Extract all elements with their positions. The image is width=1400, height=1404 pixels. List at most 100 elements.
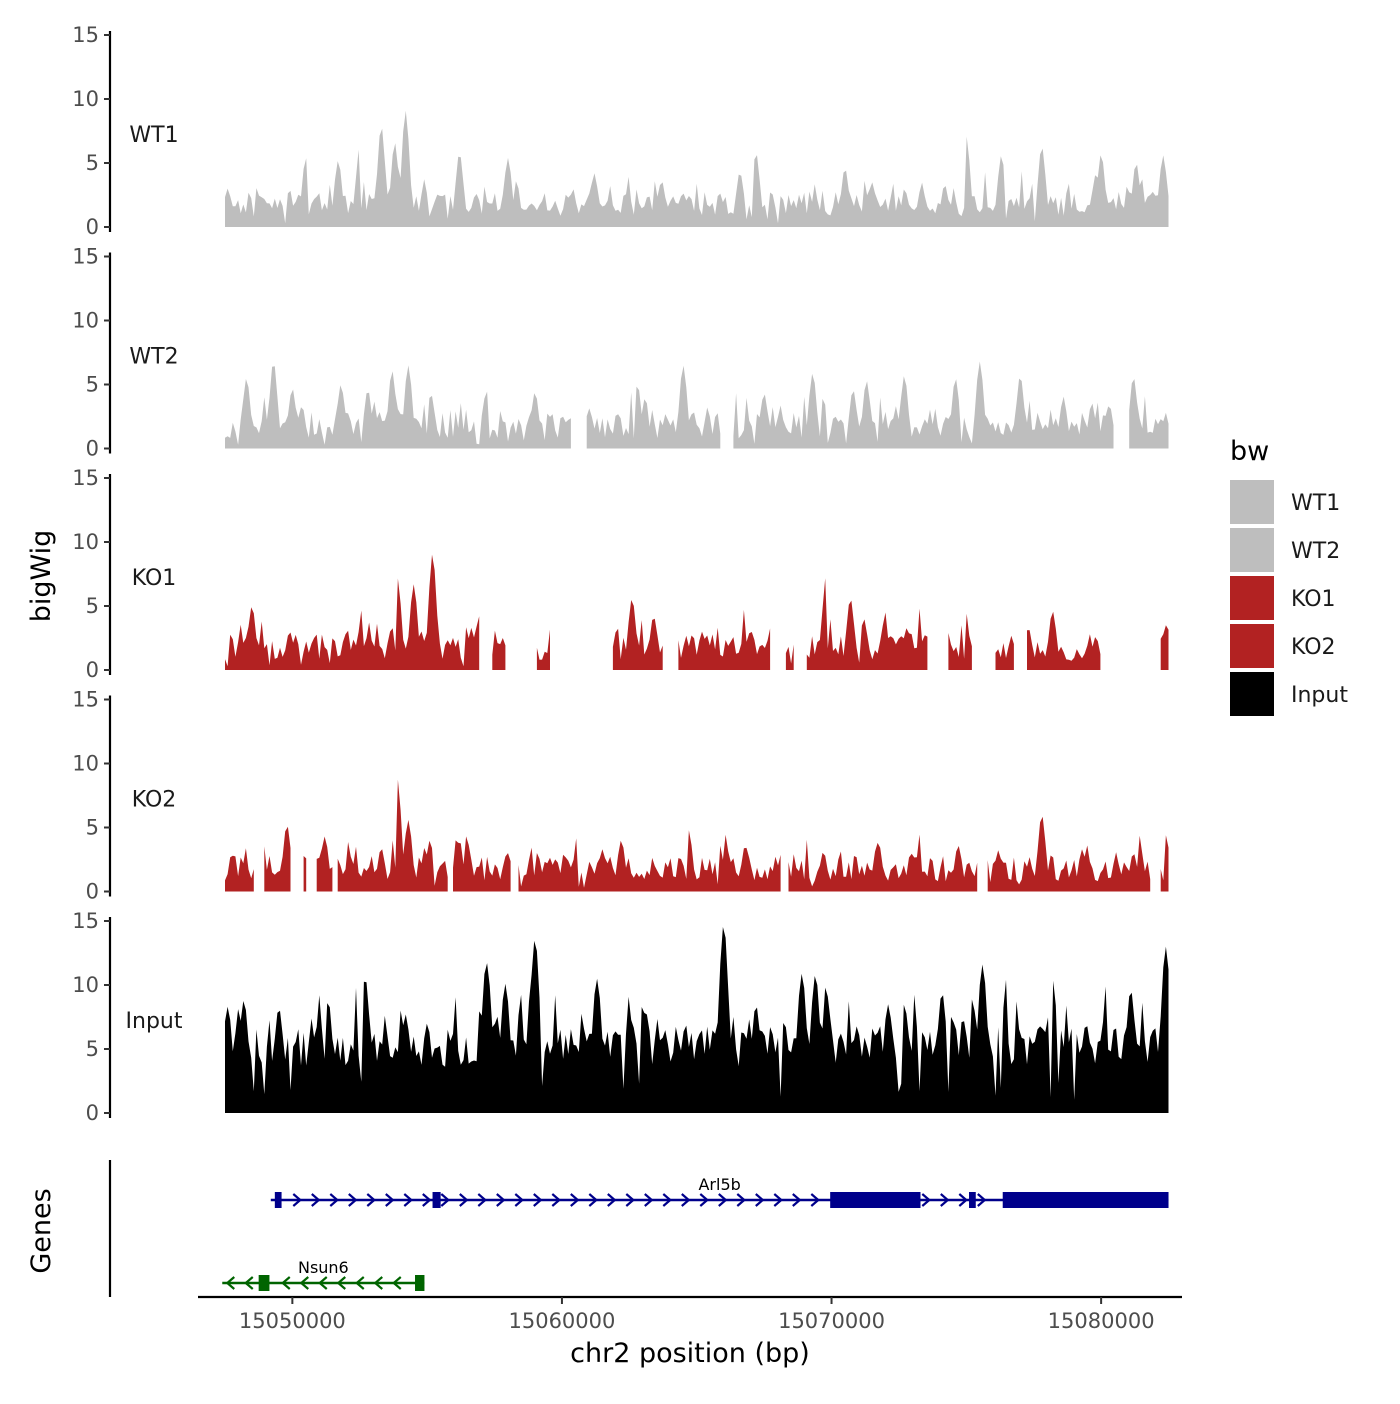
y-tick-label: 5 [86, 816, 99, 840]
strand-arrow [588, 1193, 598, 1207]
y-tick-label: 10 [72, 87, 99, 111]
strand-arrow [736, 1193, 746, 1207]
y-tick-label: 0 [86, 215, 99, 239]
legend-label-input: Input [1291, 683, 1348, 708]
exon [830, 1192, 921, 1208]
track-wt1: 0 5 10 15 WT1 [72, 23, 1169, 239]
strand-arrow [551, 1193, 561, 1207]
exon [258, 1275, 270, 1291]
legend-key-input [1230, 672, 1274, 716]
strand-arrow [977, 1193, 987, 1207]
y-tick-label: 10 [72, 309, 99, 333]
strand-arrow [299, 1276, 309, 1290]
exon [1002, 1192, 1169, 1208]
gene-label: Arl5b [698, 1175, 740, 1194]
legend-key-wt2 [1230, 528, 1274, 572]
x-tick-label: 15050000 [239, 1309, 346, 1333]
y-tick-label: 10 [72, 752, 99, 776]
strand-arrow [607, 1193, 617, 1207]
y-tick-label: 15 [72, 23, 99, 47]
x-axis-title: chr2 position (bp) [570, 1338, 810, 1369]
track-input: 0 5 10 15 Input [72, 909, 1169, 1125]
exon [415, 1275, 425, 1291]
y-tick-label: 0 [86, 1101, 99, 1125]
legend-label-wt1: WT1 [1291, 491, 1340, 516]
strand-arrow [329, 1193, 339, 1207]
strand-arrow [644, 1193, 654, 1207]
strand-arrow [440, 1193, 450, 1207]
track-label: KO2 [132, 788, 177, 813]
y-tick-label: 15 [72, 909, 99, 933]
legend-key-ko1 [1230, 576, 1274, 620]
y-tick-label: 15 [72, 688, 99, 712]
strand-arrow [292, 1193, 302, 1207]
strand-arrow [366, 1193, 376, 1207]
track-wt2: 0 5 10 15 WT2 [72, 245, 1169, 461]
exon [969, 1192, 976, 1208]
strand-arrow [373, 1276, 383, 1290]
strand-arrow [921, 1193, 931, 1207]
legend-label-wt2: WT2 [1291, 539, 1340, 564]
y-tick-label: 10 [72, 530, 99, 554]
legend: bw WT1 WT2 KO1 KO2 Input [1230, 436, 1348, 716]
strand-arrow [422, 1193, 432, 1207]
coverage-area-ko1 [225, 554, 1169, 670]
strand-arrow [477, 1193, 487, 1207]
strand-arrow [459, 1193, 469, 1207]
strand-arrow [755, 1193, 765, 1207]
y-axis-title: bigWig [26, 530, 57, 623]
strand-arrow [792, 1193, 802, 1207]
strand-arrow [225, 1276, 235, 1290]
gene-nsun6: Nsun6 [222, 1258, 425, 1291]
strand-arrow [348, 1193, 358, 1207]
strand-arrow [392, 1276, 402, 1290]
gene-arl5b: Arl5b [270, 1175, 1169, 1208]
x-tick-label: 15080000 [1048, 1309, 1155, 1333]
strand-arrow [681, 1193, 691, 1207]
y-tick-label: 15 [72, 245, 99, 269]
y-tick-label: 5 [86, 151, 99, 175]
legend-key-wt1 [1230, 480, 1274, 524]
legend-title: bw [1230, 436, 1269, 467]
strand-arrow [810, 1193, 820, 1207]
strand-arrow [940, 1193, 950, 1207]
legend-label-ko1: KO1 [1291, 587, 1336, 612]
strand-arrow [496, 1193, 506, 1207]
track-label: WT2 [129, 345, 178, 370]
x-axis: 15050000 15060000 15070000 15080000 [198, 1295, 1182, 1333]
exon [432, 1192, 441, 1208]
y-tick-label: 10 [72, 973, 99, 997]
x-tick-label: 15060000 [508, 1309, 615, 1333]
x-tick-label: 15070000 [778, 1309, 885, 1333]
track-ko1: 0 5 10 15 KO1 [72, 466, 1169, 682]
strand-arrow [699, 1193, 709, 1207]
strand-arrow [403, 1193, 413, 1207]
y-tick-label: 5 [86, 373, 99, 397]
track-label: WT1 [129, 123, 178, 148]
track-label: Input [126, 1009, 183, 1034]
strand-arrow [625, 1193, 635, 1207]
exon [274, 1192, 282, 1208]
strand-arrow [355, 1276, 365, 1290]
strand-arrow [385, 1193, 395, 1207]
strand-arrow [773, 1193, 783, 1207]
y-tick-label: 0 [86, 880, 99, 904]
bigwig-tracks: 0 5 10 15 WT1 0 5 10 15 WT2 0 5 10 15 KO1 0 5 10 15 KO2 0 5 10… [72, 23, 1169, 1125]
coverage-area-ko2 [225, 779, 1169, 892]
legend-label-ko2: KO2 [1291, 635, 1336, 660]
y-tick-label: 5 [86, 1037, 99, 1061]
coverage-area-wt1 [225, 110, 1169, 227]
strand-arrow [958, 1193, 968, 1207]
strand-arrow [244, 1276, 254, 1290]
strand-arrow [662, 1193, 672, 1207]
strand-arrow [318, 1276, 328, 1290]
y-tick-label: 15 [72, 466, 99, 490]
strand-arrow [281, 1276, 291, 1290]
strand-arrow [336, 1276, 346, 1290]
y-tick-label: 0 [86, 658, 99, 682]
track-label: KO1 [132, 566, 177, 591]
y-tick-label: 0 [86, 437, 99, 461]
strand-arrow [718, 1193, 728, 1207]
